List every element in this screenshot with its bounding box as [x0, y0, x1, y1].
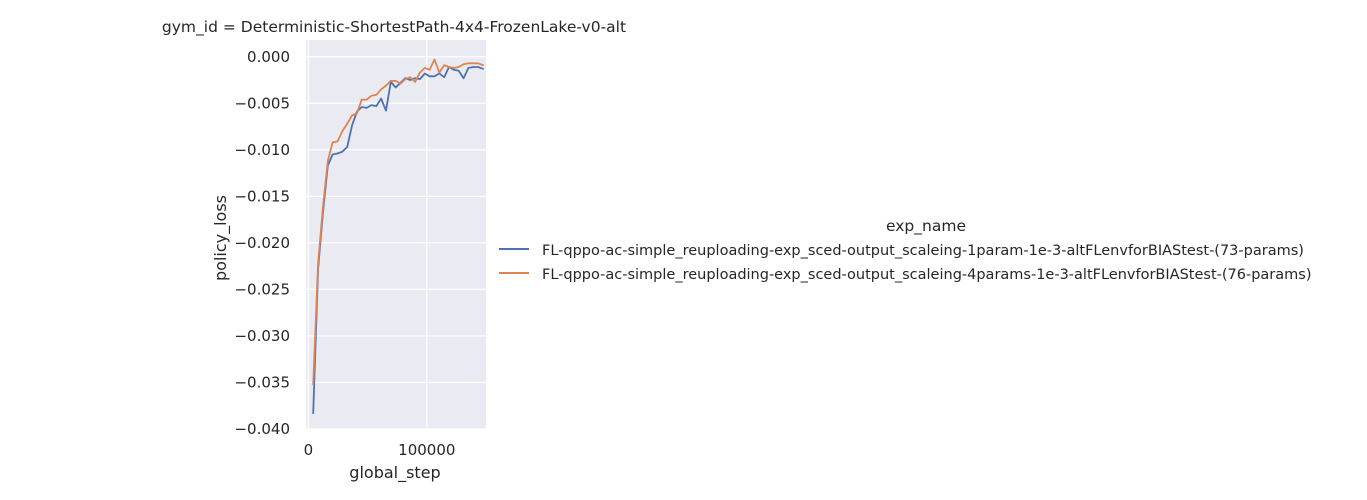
y-tick-label: −0.020: [234, 234, 290, 252]
x-tick-label: 0: [304, 441, 314, 459]
y-tick-label: −0.030: [234, 327, 290, 345]
grid: [306, 40, 486, 430]
legend-title: exp_name: [886, 217, 966, 236]
legend: exp_name FL-qppo-ac-simple_reuploading-e…: [499, 217, 1311, 283]
y-tick-label: −0.035: [234, 373, 290, 391]
legend-label-series-2: FL-qppo-ac-simple_reuploading-exp_sced-o…: [542, 267, 1311, 283]
y-tick-label: −0.025: [234, 280, 290, 298]
x-axis-label: global_step: [349, 463, 440, 483]
legend-label-series-1: FL-qppo-ac-simple_reuploading-exp_sced-o…: [542, 243, 1304, 259]
y-axis-label: policy_loss: [211, 195, 231, 281]
y-tick-labels: 0.000 −0.005 −0.010 −0.015 −0.020 −0.025 −0.03…: [234, 48, 290, 438]
x-tick-label: 100000: [398, 441, 455, 459]
plot-area: [306, 40, 486, 429]
y-tick-label: −0.040: [234, 420, 290, 438]
x-tick-labels: 0 100000: [304, 441, 456, 459]
y-tick-label: −0.015: [234, 187, 290, 205]
series-line-2: [312, 58, 484, 386]
series-lines: [312, 58, 484, 415]
y-tick-label: −0.010: [234, 141, 290, 159]
y-tick-label: 0.000: [247, 48, 290, 66]
chart-title: gym_id = Deterministic-ShortestPath-4x4-…: [162, 18, 626, 37]
y-tick-label: −0.005: [234, 94, 290, 112]
series-line-1: [312, 66, 484, 415]
